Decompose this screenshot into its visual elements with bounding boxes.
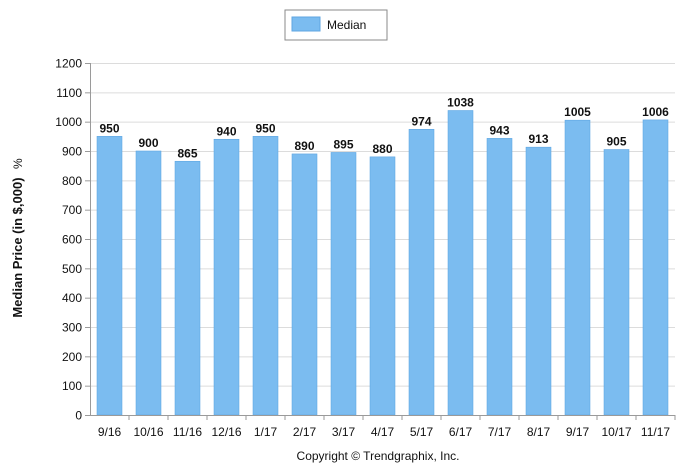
data-label: 940 [216,124,236,138]
bar [252,136,279,416]
legend-swatch-median [291,16,321,32]
y-tick-label: 0 [75,409,82,423]
bar [135,150,162,416]
x-tick-label: 8/17 [527,425,551,439]
y-tick-label: 100 [62,379,82,393]
data-label: 950 [99,121,119,135]
y-axis-title: Median Price (in $,000) % [9,158,26,318]
bar [213,138,240,416]
y-tick-label: 1100 [56,86,82,100]
bar [486,138,513,416]
data-label: 1005 [564,105,591,119]
y-tick-label: 900 [62,145,82,159]
bar [447,110,474,416]
y-axis-title-group: Median Price (in $,000) % [9,158,26,318]
data-labels: 950 900 865 940 950 890 895 880 974 1038 943 913 100… [99,96,669,161]
x-tick-label: 7/17 [488,425,512,439]
bar [330,152,357,416]
y-tick-label: 400 [62,291,82,305]
bar [369,156,396,416]
y-tick-label: 300 [62,321,82,335]
bar [291,153,318,416]
y-axis-title-suffix: % [11,158,25,169]
y-tick-label: 200 [62,350,82,364]
copyright-text: Copyright © Trendgraphix, Inc. [297,449,460,463]
data-label: 943 [489,123,509,137]
data-label: 950 [255,121,275,135]
bar [603,149,630,416]
bar [525,146,552,416]
data-label: 895 [333,137,353,151]
data-label: 1038 [447,96,474,110]
legend-label-median: Median [327,18,366,32]
y-tick-label: 700 [62,203,82,217]
x-tick-label: 2/17 [293,425,317,439]
bar [564,119,591,416]
data-label: 974 [411,114,431,128]
x-tick-label: 6/17 [449,425,473,439]
y-axis-title-text: Median Price (in $,000) [10,177,25,317]
x-tick-label: 5/17 [410,425,434,439]
x-tick-label: 11/16 [173,425,202,439]
data-label: 890 [294,139,314,153]
data-label: 900 [138,136,158,150]
bar [642,119,669,416]
bar [408,128,435,416]
x-tick-label: 10/17 [601,425,631,439]
x-tick-label: 10/16 [133,425,163,439]
data-label: 1006 [642,105,669,119]
data-label: 905 [606,135,626,149]
x-tick-label: 4/17 [371,425,395,439]
x-tick-label: 12/16 [211,425,241,439]
bar [96,136,123,416]
y-tick-label: 1000 [55,115,82,129]
bars [96,110,669,416]
bar [174,160,201,416]
y-tick-label: 600 [62,233,82,247]
x-tick-label: 9/16 [98,425,122,439]
x-tick-label: 3/17 [332,425,356,439]
x-tick-label: 11/17 [641,425,670,439]
data-label: 865 [177,146,197,160]
y-tick-label: 800 [62,174,82,188]
legend: Median [284,9,388,41]
y-tick-label: 1200 [55,57,82,71]
axes: 0 100 200 300 400 500 600 700 800 900 1000 1100 1200… [55,57,676,439]
y-tick-label: 500 [62,262,82,276]
x-tick-label: 1/17 [254,425,278,439]
x-tick-label: 9/17 [566,425,590,439]
data-label: 913 [528,132,548,146]
data-label: 880 [372,142,392,156]
